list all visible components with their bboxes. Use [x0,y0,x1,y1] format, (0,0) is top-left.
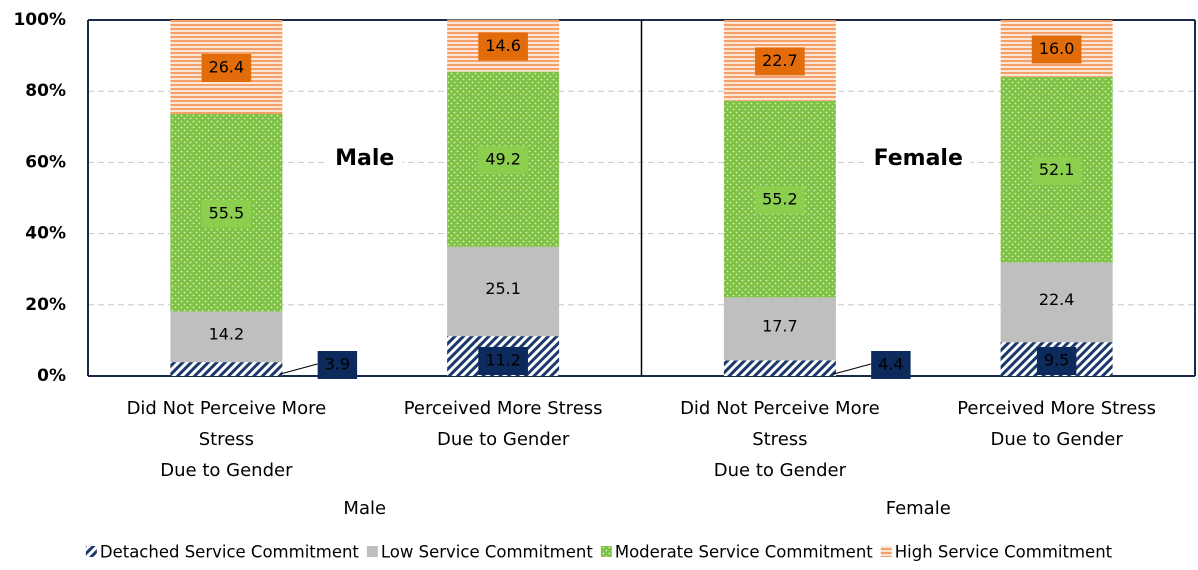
y-tick-label: 20% [25,295,66,315]
bar-segment [723,297,836,361]
data-label: 3.9 [325,355,350,374]
data-label-box [201,199,252,228]
data-label-box [478,32,528,61]
bar-segment [723,360,836,376]
data-label: 26.4 [209,57,245,76]
legend: Detached Service Commitment Low Service C… [85,543,1113,562]
x-tick-label: Due to Gender [991,429,1124,450]
y-tick-label: 60% [25,152,66,172]
data-label-box [1031,35,1082,64]
data-label-box [755,186,805,215]
legend-label: High Service Commitment [895,543,1113,562]
annotation: Male [335,146,394,171]
data-label-box [1031,156,1082,185]
leader-line [280,363,318,375]
legend-label: Detached Service Commitment [100,543,360,562]
x-tick-label: Perceived More Stress [404,398,603,419]
legend-label: Moderate Service Commitment [615,543,873,562]
data-label-box [1036,347,1077,375]
data-label-box [478,347,528,375]
data-label-box [755,47,805,76]
x-tick-label: Stress [199,429,254,450]
data-label: 55.2 [762,190,798,209]
legend-swatch [85,546,97,557]
x-tick-label: Due to Gender [160,460,293,481]
data-label-box [201,53,252,82]
bar-segment [170,311,283,363]
x-tick-label: Due to Gender [714,460,847,481]
legend-swatch [366,546,378,557]
data-label: 9.5 [1044,351,1069,370]
data-label: 49.2 [485,150,521,169]
data-label: 55.5 [209,203,245,222]
data-label: 14.2 [209,324,245,343]
data-label: 25.1 [485,279,521,298]
legend-swatch [880,546,892,557]
annotation-bg [327,142,403,176]
legend-swatch [600,546,612,557]
x-tick-label: Stress [752,429,807,450]
legend-label: Low Service Commitment [381,543,593,562]
x-tick-label: Perceived More Stress [957,398,1156,419]
data-label: 16.0 [1039,39,1075,58]
y-tick-label: 0% [37,366,66,386]
data-label: 4.4 [878,355,903,374]
data-label-box [478,146,528,175]
data-label-box [317,351,358,379]
data-label: 11.2 [485,351,521,370]
x-tick-label: Did Not Perceive More [680,398,880,419]
bar-segment [170,362,283,376]
bar-segment [1000,262,1113,343]
data-label: 22.4 [1039,290,1075,309]
annotation: Female [874,146,963,171]
annotation-bg [865,142,971,176]
x-tick-label: Due to Gender [437,429,570,450]
data-label: 52.1 [1039,160,1075,179]
y-tick-label: 40% [25,224,66,244]
group-label: Male [343,498,386,519]
data-label: 17.7 [762,316,798,335]
group-label: Female [886,498,951,519]
bar-segment [447,246,560,337]
data-label-box [871,351,911,379]
data-label: 22.7 [762,51,798,70]
y-tick-label: 80% [25,81,66,101]
x-tick-label: Did Not Perceive More [127,398,327,419]
leader-line [833,363,872,375]
data-label: 14.6 [485,36,521,55]
y-tick-label: 100% [13,10,66,30]
